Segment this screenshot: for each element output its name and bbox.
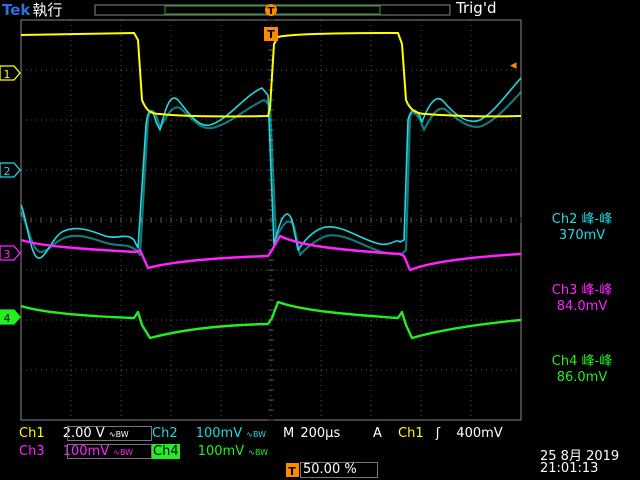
waveform-traces [20,32,522,340]
measurement-ch4-channel: Ch4 [551,354,578,369]
channel-marker-2[interactable]: 2 [0,162,21,178]
ch2-marker-icon [0,162,21,178]
measurement-ch2[interactable]: Ch2 峰-峰 370mV [527,212,637,244]
trigger-position-icon [265,4,277,16]
ch3-bw-icon: ∿BW [113,448,134,457]
measurement-ch4-name: 峰-峰 [581,354,613,369]
ch1-bw-icon: ∿BW [108,430,129,439]
ch3-trace [20,234,522,272]
ch3-scale: 100mV [62,444,110,459]
trigger-source: Ch1 [398,426,424,441]
ch4-marker-label: 4 [4,312,11,325]
trigger-status: Trig'd [456,0,497,17]
ch3-readout-label: Ch3 [19,444,45,459]
trigger-slope-icon: ʃ [435,426,441,441]
trigger-position-value: 50.00 % [303,462,357,477]
channel-marker-4[interactable]: 4 [0,309,21,325]
trigger-readout[interactable]: A Ch1 ʃ 400mV [373,426,503,441]
ch2-readout[interactable]: Ch2 100mV ∿BW [152,426,266,441]
measurement-ch4-value: 86.0mV [556,370,608,385]
measurement-ch3-name: 峰-峰 [581,283,613,298]
measurement-ch3-channel: Ch3 [551,283,578,298]
channel-marker-1[interactable]: 1 [0,65,21,81]
channel-marker-3[interactable]: 3 [0,245,21,261]
ch2-trace [20,77,522,259]
measurement-ch3[interactable]: Ch3 峰-峰 84.0mV [527,283,637,315]
timebase-readout[interactable]: M 200µs [283,426,340,441]
ch4-bw-icon: ∿BW [248,448,269,457]
trigger-position-box [300,462,378,478]
time-reference-marker-label: T [267,28,275,41]
ch1-scale-box [67,426,152,441]
ch1-readout[interactable]: Ch1 2.00 V ∿BW [19,426,129,441]
ch2-marker-label: 2 [4,165,11,178]
ch4-scale: 100mV [197,444,245,459]
ch2-readout-label: Ch2 [152,426,178,441]
ch3-scale-box [67,444,152,459]
measurement-ch3-value: 84.0mV [556,299,608,314]
timebase-label: M [283,426,295,441]
date-readout: 25 8月 2019 [540,449,620,464]
horizontal-position-icon-label: T [288,465,296,478]
ch1-trace [20,32,522,118]
ch3-readout[interactable]: Ch3 100mV ∿BW [19,444,133,459]
ch1-readout-label: Ch1 [19,426,45,441]
ch3-marker-icon [0,245,21,261]
measurement-ch2-value: 370mV [558,228,606,243]
ch1-scale: 2.00 V [62,426,105,441]
trigger-position-readout[interactable]: 50.00 % [303,462,357,477]
ch4-trace [20,300,522,340]
ch4-readout[interactable]: Ch4 100mV ∿BW [152,444,268,459]
run-state: 執行 [32,1,63,19]
ch2-bw-icon: ∿BW [246,430,267,439]
ch3-marker-label: 3 [4,248,11,261]
brand-label: Tek [2,1,31,19]
ch1-marker-icon [0,65,21,81]
ch2-trace-sweep [20,91,522,257]
horizontal-position-icon [286,463,299,477]
ch4-marker-icon [0,309,21,325]
timebase-value: 200µs [300,426,341,441]
time-reference-marker [264,27,278,41]
ch4-readout-label: Ch4 [152,444,180,459]
tek-logo: Tek 執行 [2,0,62,20]
trigger-level: 400mV [456,426,503,441]
measurement-ch2-channel: Ch2 [551,212,578,227]
trigger-position-icon-label: T [268,6,275,17]
trigger-level-arrow-icon: ◂ [510,58,517,73]
ch1-marker-label: 1 [4,68,11,81]
ch2-scale: 100mV [195,426,243,441]
trigger-mode: A [373,426,382,441]
measurement-ch4[interactable]: Ch4 峰-峰 86.0mV [527,354,637,386]
time-readout: 21:01:13 [540,461,599,476]
measurement-ch2-name: 峰-峰 [581,212,613,227]
